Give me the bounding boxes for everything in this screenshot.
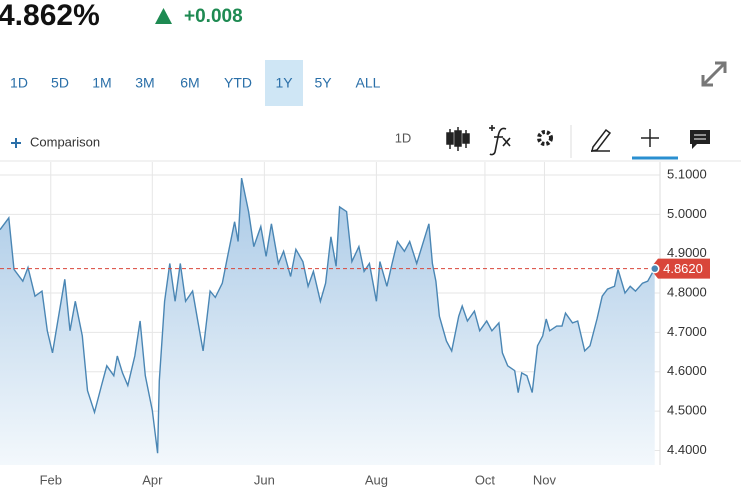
range-button[interactable]: ALL (356, 75, 381, 91)
change: +0.008 (184, 6, 243, 27)
y-tick-label: 4.7000 (667, 324, 707, 339)
y-tick-label: 4.4000 (667, 442, 707, 457)
range-button[interactable]: 5Y (314, 75, 332, 91)
y-tick-label: 4.8000 (667, 284, 707, 299)
last-point (649, 263, 660, 274)
y-tick-label: 4.6000 (667, 363, 707, 378)
range-button[interactable]: 1D (10, 75, 28, 91)
range-button[interactable]: 6M (180, 75, 199, 91)
y-tick-label: 5.0000 (667, 206, 707, 221)
range-button[interactable]: YTD (224, 75, 252, 91)
up-arrow (155, 8, 172, 24)
y-tick-label: 4.5000 (667, 403, 707, 418)
comparison[interactable]: Comparison (30, 134, 100, 149)
x-tick-label: Aug (365, 472, 388, 487)
range-button[interactable]: 5D (51, 75, 69, 91)
draw-icon[interactable] (590, 128, 612, 152)
area (0, 178, 655, 465)
candle-icon[interactable] (446, 127, 470, 151)
last-price-tag (650, 258, 710, 279)
comparison-plus[interactable] (11, 138, 21, 148)
crosshair-icon[interactable] (641, 129, 659, 147)
comment-icon[interactable] (690, 130, 710, 149)
settings-icon[interactable] (537, 130, 553, 146)
range-buttons: 1D 5D 1M 3M 6M YTD 1Y 5Y ALL (10, 60, 381, 106)
x-tick-label: Feb (40, 472, 62, 487)
price: 4.862% (0, 0, 100, 32)
y-tick-label: 5.1000 (667, 166, 707, 181)
x-tick-label: Apr (142, 472, 163, 487)
line (0, 177, 656, 454)
interval[interactable]: 1D (395, 130, 412, 145)
x-tick-label: Nov (533, 472, 557, 487)
x-tick-label: Oct (475, 472, 496, 487)
range-button[interactable]: 3M (135, 75, 154, 91)
expand-icon[interactable] (701, 61, 727, 87)
x-tick-label: Jun (254, 472, 275, 487)
studies-icon[interactable] (489, 125, 511, 156)
range-button[interactable]: 1Y (275, 75, 293, 91)
range-button[interactable]: 1M (92, 75, 111, 91)
y-tick-label: 4.9000 (667, 245, 707, 260)
plot: 4.4000 4.5000 4.6000 4.7000 4.8000 4.9000 5.00… (0, 162, 710, 487)
last-price-label: 4.8620 (663, 261, 703, 276)
range-selected-bg (265, 60, 303, 106)
